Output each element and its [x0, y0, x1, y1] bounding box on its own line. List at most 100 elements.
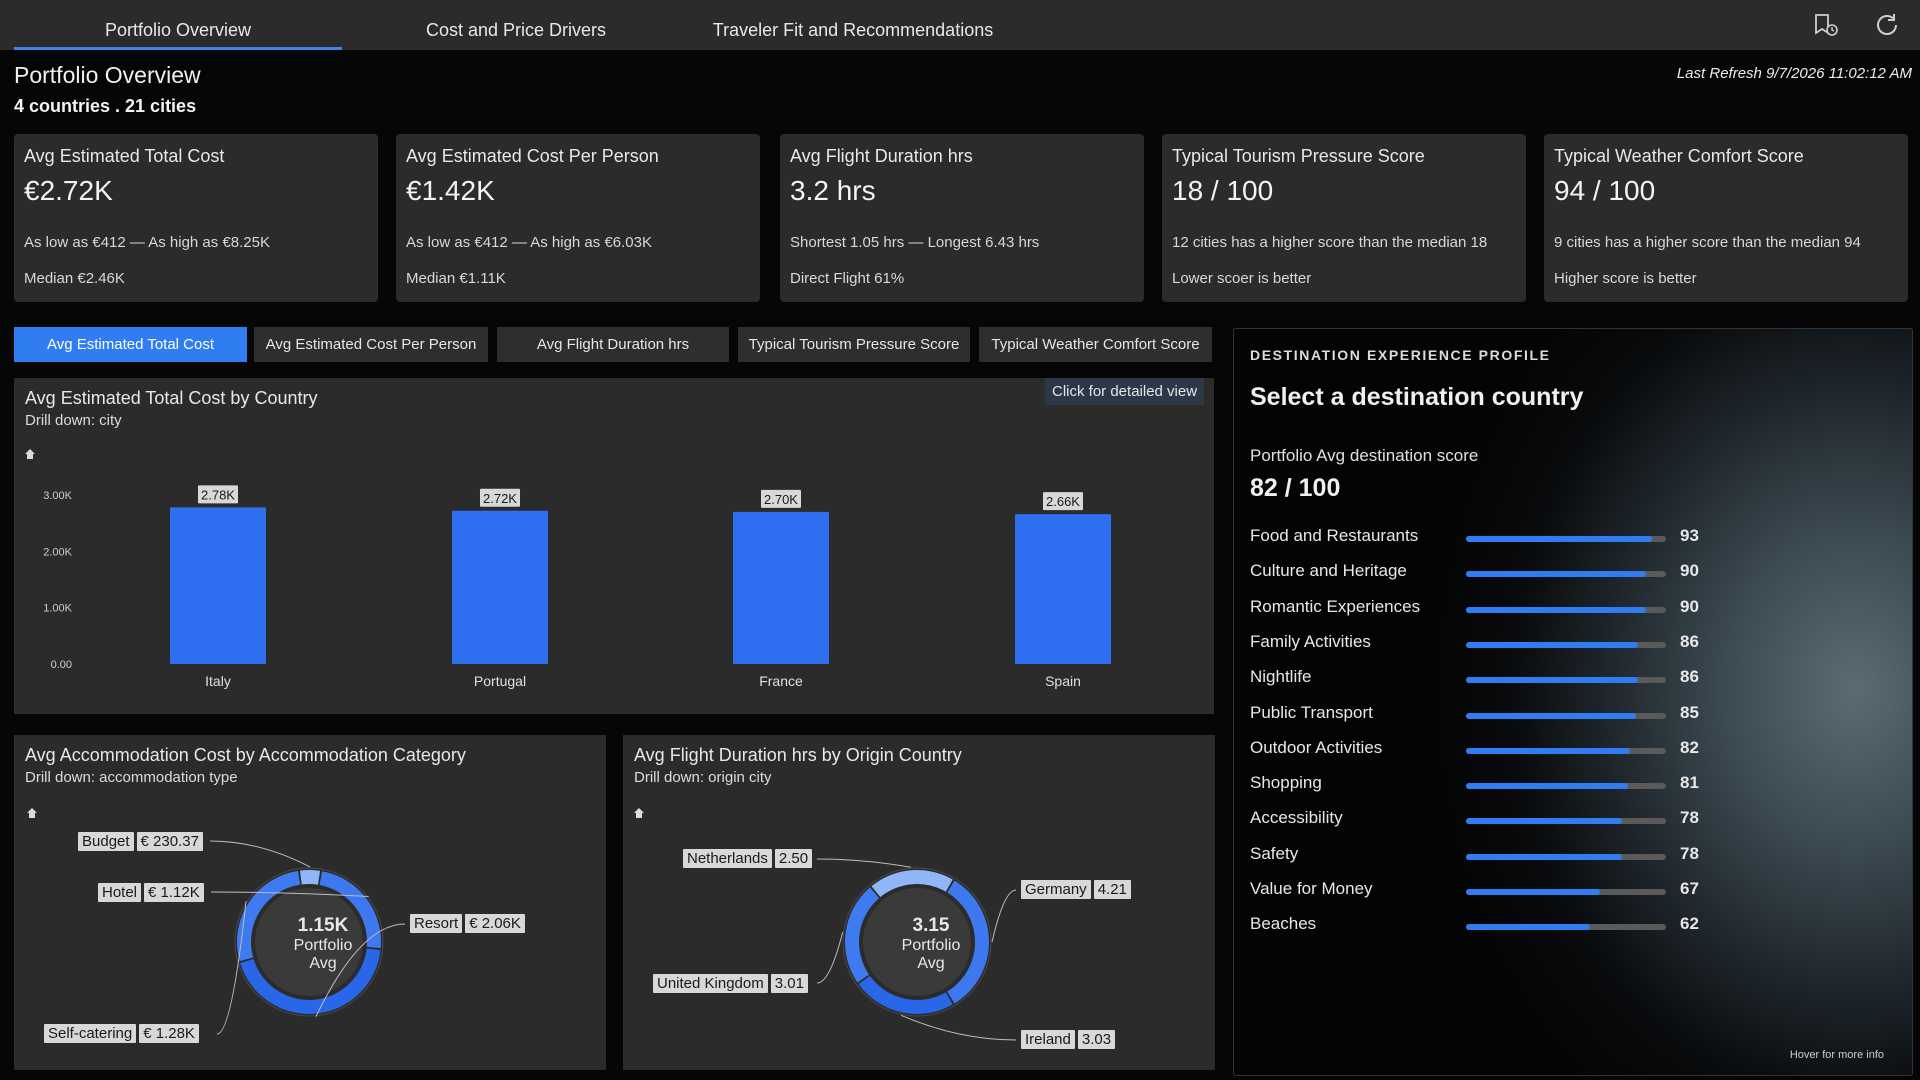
score-bar-fill [1466, 641, 1638, 648]
leader-line [315, 923, 406, 1017]
profile-section-label: DESTINATION EXPERIENCE PROFILE [1250, 347, 1551, 363]
donut-center-label: Avg [917, 955, 945, 972]
chart-subtitle: Drill down: origin city [634, 769, 772, 786]
x-axis-category-label: Spain [1045, 673, 1081, 689]
leader-line [816, 932, 844, 984]
tab-traveler-fit[interactable]: Traveler Fit and Recommendations [712, 20, 994, 40]
experience-score-row[interactable]: Nightlife 86 [1250, 667, 1890, 691]
experience-score-row[interactable]: Romantic Experiences 90 [1250, 597, 1890, 621]
x-axis-category-label: France [759, 673, 803, 689]
chart-title: Avg Estimated Total Cost by Country [25, 388, 318, 408]
score-bar-track [1466, 536, 1666, 542]
experience-score-row[interactable]: Outdoor Activities 82 [1250, 738, 1890, 762]
kpi-range: As low as €412 — As high as €6.03K [406, 234, 652, 251]
score-bar-fill [1466, 747, 1630, 754]
tab-cost-and-price-drivers[interactable]: Cost and Price Drivers [425, 20, 607, 40]
donut-slice [240, 948, 381, 1015]
bar-france [733, 511, 829, 664]
profile-heading: Select a destination country [1250, 383, 1584, 411]
tab-portfolio-overview[interactable]: Portfolio Overview [14, 0, 342, 50]
donut-label-germany: Germany 4.21 [1021, 880, 1134, 899]
flight-donut-chart [816, 858, 1017, 1041]
metric-button-total-cost[interactable]: Avg Estimated Total Cost [14, 327, 247, 362]
donut-slice [319, 871, 382, 949]
experience-score-row[interactable]: Public Transport 85 [1250, 703, 1890, 727]
leader-line [900, 1014, 1017, 1041]
donut-center: 1.15K Portfolio Avg [258, 915, 388, 973]
bookmark-icon[interactable] [1811, 10, 1841, 40]
experience-score-value: 86 [1680, 631, 1699, 651]
kpi-title: Typical Tourism Pressure Score [1172, 146, 1425, 166]
home-icon[interactable] [26, 807, 38, 819]
experience-score-row[interactable]: Beaches 62 [1250, 914, 1890, 938]
leader-line [991, 889, 1017, 943]
score-bar-track [1466, 571, 1666, 578]
experience-category-label: Outdoor Activities [1250, 737, 1383, 757]
leader-line [216, 901, 247, 1035]
score-bar-track [1466, 783, 1666, 790]
kpi-title: Avg Estimated Cost Per Person [406, 146, 659, 166]
experience-score-row[interactable]: Accessibility 78 [1250, 808, 1890, 832]
kpi-note: Lower scoer is better [1172, 270, 1312, 287]
metric-button-tourism-pressure[interactable]: Typical Tourism Pressure Score [738, 327, 970, 362]
kpi-title: Avg Estimated Total Cost [24, 146, 225, 166]
page-title: Portfolio Overview [14, 62, 201, 88]
experience-score-row[interactable]: Family Activities 86 [1250, 632, 1890, 656]
experience-score-value: 62 [1680, 914, 1699, 934]
kpi-comparison: 9 cities has a higher score than the med… [1554, 234, 1861, 251]
kpi-card-flight-duration: Avg Flight Duration hrs 3.2 hrs Shortest… [780, 134, 1144, 302]
experience-score-value: 81 [1680, 773, 1699, 793]
home-icon[interactable] [633, 807, 645, 819]
data-label-box [198, 485, 238, 504]
experience-category-label: Nightlife [1250, 667, 1312, 687]
donut-outline [234, 867, 384, 1017]
experience-score-row[interactable]: Food and Restaurants 93 [1250, 526, 1890, 550]
y-axis-tick-label: 3.00K [43, 490, 72, 502]
experience-score-value: 86 [1680, 667, 1699, 687]
donut-center-label: Portfolio [901, 937, 961, 954]
kpi-card-total-cost: Avg Estimated Total Cost €2.72K As low a… [14, 134, 378, 302]
experience-category-label: Public Transport [1250, 702, 1373, 722]
score-bar-fill [1466, 889, 1600, 895]
experience-score-row[interactable]: Culture and Heritage 90 [1250, 561, 1890, 585]
score-bar-track [1466, 712, 1666, 719]
experience-category-label: Value for Money [1250, 879, 1373, 898]
portfolio-avg-label: Portfolio Avg destination score [1250, 446, 1479, 465]
kpi-card-weather-comfort: Typical Weather Comfort Score 94 / 100 9… [1544, 134, 1908, 302]
experience-score-row[interactable]: Safety 78 [1250, 844, 1890, 868]
chart-subtitle: Drill down: accommodation type [25, 769, 238, 786]
bar-italy [170, 507, 266, 664]
experience-category-label: Food and Restaurants [1250, 526, 1419, 545]
data-label-box [480, 488, 520, 507]
detailed-view-button[interactable]: Click for detailed view [1045, 378, 1205, 405]
metric-button-weather-comfort[interactable]: Typical Weather Comfort Score [979, 327, 1212, 362]
score-bar-track [1466, 677, 1666, 684]
accommodation-cost-panel: Avg Accommodation Cost by Accommodation … [14, 735, 606, 1070]
metric-button-flight-duration[interactable]: Avg Flight Duration hrs [497, 327, 729, 362]
donut-center-value: 1.15K [297, 915, 349, 936]
top-navigation-bar: Portfolio Overview Cost and Price Driver… [0, 0, 1920, 50]
data-label-box [761, 489, 801, 508]
score-bar-fill [1466, 783, 1628, 790]
score-bar-track [1466, 853, 1666, 860]
bar-data-label: 2.70K [764, 492, 798, 507]
kpi-value: 3.2 hrs [790, 175, 876, 206]
bar-portugal [452, 510, 548, 664]
experience-score-value: 78 [1680, 843, 1699, 863]
home-icon[interactable] [24, 448, 36, 460]
score-bar-fill [1466, 712, 1636, 719]
bar-data-label: 2.78K [201, 487, 235, 502]
experience-score-row[interactable]: Value for Money 67 [1250, 879, 1890, 903]
bar-data-label: 2.72K [483, 491, 517, 506]
data-label-box [1043, 492, 1083, 511]
metric-button-cost-per-person[interactable]: Avg Estimated Cost Per Person [254, 327, 488, 362]
experience-score-row[interactable]: Shopping 81 [1250, 773, 1890, 797]
score-bar-track [1466, 924, 1666, 931]
experience-score-value: 85 [1680, 702, 1699, 722]
donut-label-netherlands: Netherlands 2.50 [683, 849, 815, 868]
experience-score-value: 90 [1680, 596, 1699, 616]
score-bar-fill [1466, 853, 1622, 860]
country-bar-chart: 0.00 1.00K 2.00K 3.00K 2.78K Italy 2.72K Portug… [43, 485, 1111, 689]
donut-label-ireland: Ireland 3.03 [1021, 1030, 1118, 1049]
refresh-icon[interactable] [1872, 10, 1902, 40]
